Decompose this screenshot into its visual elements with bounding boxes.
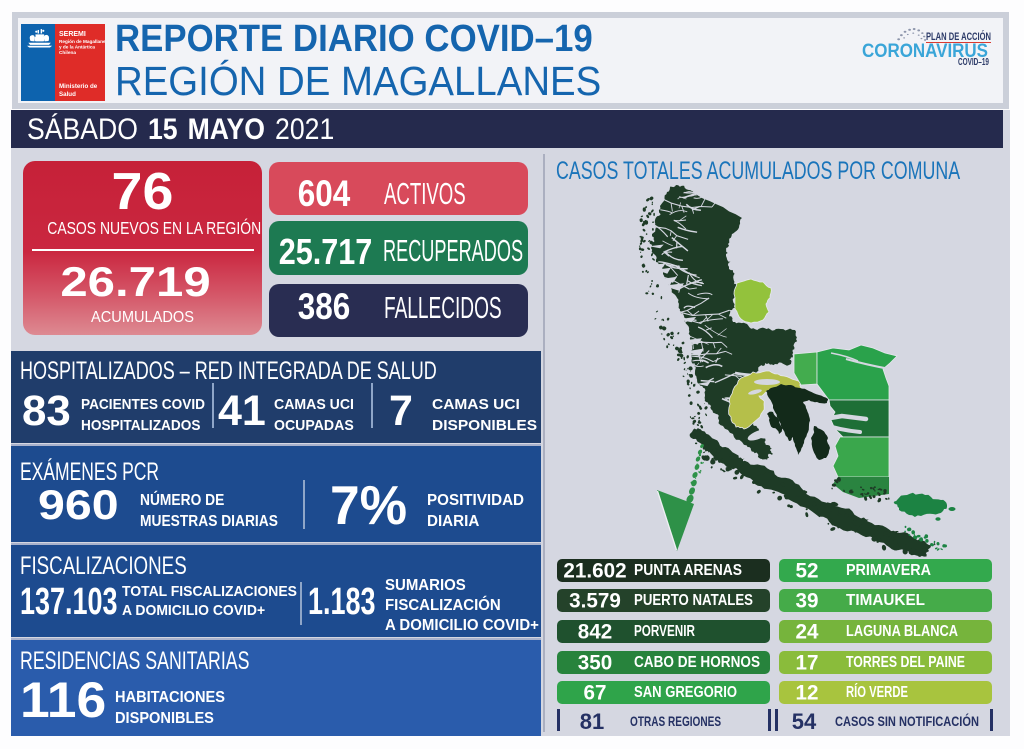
svg-text:Chilena: Chilena — [59, 50, 76, 55]
svg-text:Ministerio de: Ministerio de — [59, 83, 98, 90]
svg-text:y de la Antártica: y de la Antártica — [59, 45, 95, 50]
svg-text:Región de Magallanes: Región de Magallanes — [59, 39, 105, 44]
svg-text:Salud: Salud — [59, 91, 76, 98]
svg-text:SEREMI: SEREMI — [59, 31, 86, 38]
